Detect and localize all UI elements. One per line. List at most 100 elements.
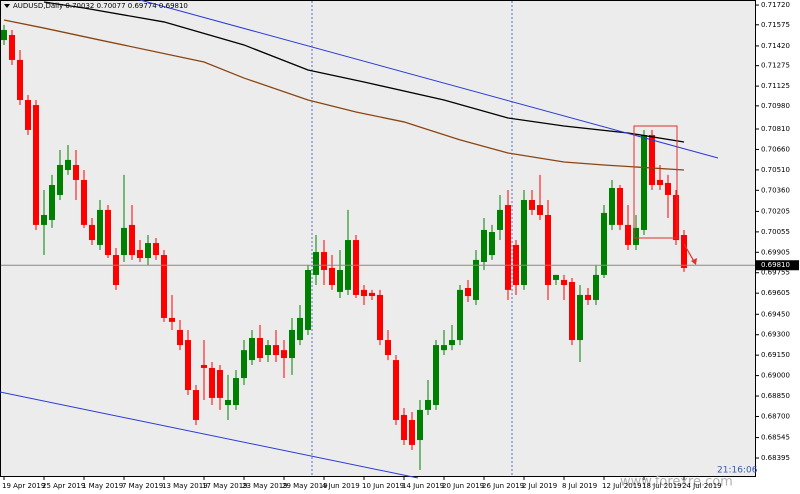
candle-body [105, 209, 111, 256]
candle-body [113, 255, 119, 286]
x-tick-label: 14 Jun 2019 [402, 482, 444, 490]
candle-body [169, 317, 175, 322]
candle-body [9, 35, 15, 60]
candle-body [609, 188, 615, 225]
candle-body [129, 224, 135, 256]
candle-body [545, 214, 551, 286]
y-tick-label: 0.70205 [761, 207, 790, 215]
candle-body [289, 329, 295, 359]
x-tick-label: 10 Jun 2019 [362, 482, 404, 490]
candle-body [177, 329, 183, 346]
candle-body [497, 209, 503, 230]
candle-body [49, 185, 55, 221]
y-tick-label: 0.69605 [761, 289, 790, 297]
x-tick-label: 20 Jun 2019 [442, 482, 484, 490]
candle-body [297, 317, 303, 341]
candle-body [481, 229, 487, 262]
candle-body [81, 179, 87, 225]
y-tick-label: 0.70055 [761, 228, 790, 236]
candle-body [617, 188, 623, 225]
y-tick-label: 0.69450 [761, 310, 790, 318]
candle-body [57, 164, 63, 195]
candle-body [385, 340, 391, 356]
x-tick-label: 17 May 2019 [202, 482, 248, 490]
candle-body [193, 390, 199, 421]
candle-body [577, 294, 583, 341]
candle-body [425, 399, 431, 410]
candle-body [265, 345, 271, 356]
candle-body [249, 337, 255, 361]
candle-body [553, 274, 559, 280]
candle-body [257, 337, 263, 359]
marks [1, 1, 687, 471]
candle-body [225, 399, 231, 406]
current-price-box [755, 260, 799, 271]
moving-average [3, 19, 685, 171]
candle-body [673, 194, 679, 241]
arrow-head [691, 258, 697, 265]
candle-body [625, 224, 631, 245]
candle-body [361, 289, 367, 297]
candle-body [393, 360, 399, 421]
candle-body [1, 29, 7, 41]
y-tick-label: 0.71125 [761, 82, 790, 90]
x-tick-label: 26 Jun 2019 [482, 482, 524, 490]
candle-body [305, 270, 311, 330]
candle-body [633, 227, 639, 245]
candle-body [537, 205, 543, 215]
candle-body [441, 345, 447, 351]
candle-body [97, 209, 103, 245]
candle-body [585, 294, 591, 300]
candle-body [329, 267, 335, 286]
candle-body [649, 135, 655, 186]
x-tick-label: 18 Jul 2019 [642, 482, 682, 490]
candle-body [401, 414, 407, 441]
candle-body [417, 409, 423, 441]
candle-body [657, 179, 663, 186]
y-tick-label: 0.68545 [761, 434, 790, 442]
x-tick-label: 25 Apr 2019 [42, 482, 85, 490]
candle-body [321, 252, 327, 271]
x-tick-label: 2 Jul 2019 [522, 482, 557, 490]
y-tick-label: 0.69000 [761, 372, 790, 380]
candle-body [569, 282, 575, 341]
candle-body [137, 249, 143, 259]
candle-body [681, 235, 687, 268]
x-tick-label: 23 May 2019 [242, 482, 288, 490]
y-tick-label: 0.71720 [761, 1, 790, 9]
y-tick-label: 0.70980 [761, 102, 790, 110]
candle-body [529, 199, 535, 210]
y-tick-label: 0.69150 [761, 351, 790, 359]
y-tick-label: 0.68700 [761, 412, 790, 420]
arrow [683, 243, 696, 264]
x-tick-label: 4 Jun 2019 [322, 482, 360, 490]
candle-body [409, 420, 415, 445]
x-tick-label: 7 May 2019 [122, 482, 163, 490]
candle-body [369, 292, 375, 297]
candle-body [521, 199, 527, 286]
y-tick-label: 0.68395 [761, 454, 790, 462]
menu-icon [4, 4, 10, 8]
y-tick-label: 0.70360 [761, 186, 790, 194]
y-tick-label: 0.70810 [761, 125, 790, 133]
candle-body [457, 289, 463, 341]
y-tick-label: 0.71275 [761, 62, 790, 70]
candle-body [41, 214, 47, 225]
time-label: 21:16:06 [717, 466, 758, 476]
candle-body [433, 345, 439, 406]
candle-body [377, 294, 383, 341]
x-tick-label: 24 Jul 2019 [682, 482, 722, 490]
candle-body [665, 182, 671, 195]
candle-body [25, 99, 31, 130]
y-tick-label: 0.69905 [761, 248, 790, 256]
candle-body [89, 224, 95, 241]
candle-body [449, 340, 455, 346]
candle-body [337, 270, 343, 292]
x-tick-label: 13 May 2019 [162, 482, 208, 490]
candle-body [601, 212, 607, 275]
candle-body [17, 59, 23, 100]
x-tick-label: 29 May 2019 [282, 482, 328, 490]
candle-body [153, 243, 159, 256]
candle-body [473, 259, 479, 300]
